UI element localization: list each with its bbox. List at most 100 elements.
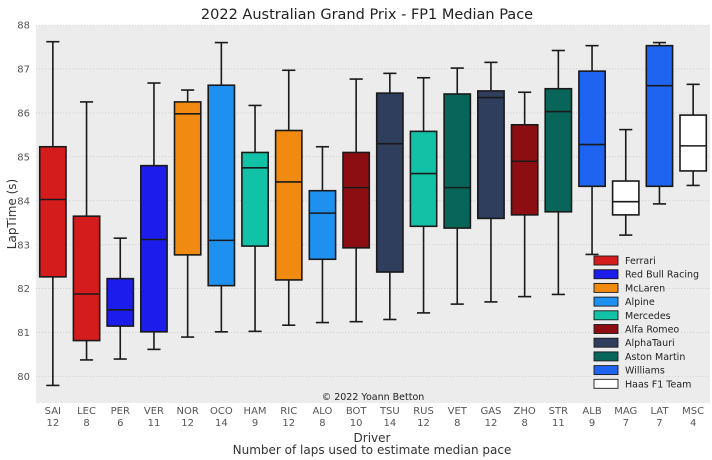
iqr-box [342,151,371,249]
box-oco [207,41,236,333]
x-tick-label-laps: 6 [117,418,123,429]
y-tick-label: 85 [17,152,30,163]
legend-swatch [593,255,619,266]
legend-item: Alfa Romeo [593,324,679,336]
legend-label: Ferrari [625,256,656,267]
x-tick-label-driver: BOT [346,406,368,417]
x-tick-label-driver: STR [549,406,568,417]
legend-item: AlphaTauri [593,337,675,349]
legend-label: Alpine [625,297,655,308]
box-ham [241,104,269,333]
legend-item: Mercedes [593,310,671,322]
x-tick-label-laps: 7 [623,418,629,429]
legend-label: Red Bull Racing [625,270,699,281]
x-tick-label-driver: HAM [244,406,267,417]
x-tick-label-driver: NOR [176,406,198,417]
y-axis-label: LapTime (s) [5,179,19,249]
iqr-box [140,164,168,333]
box-bot [342,78,371,323]
x-tick-label-laps: 11 [552,418,565,429]
box-str [544,49,573,296]
iqr-box [477,90,505,220]
legend-item: Williams [593,365,665,377]
x-tick-label-laps: 8 [521,418,527,429]
x-axis-label: Driver [354,431,391,445]
legend-label: Aston Martin [625,352,685,363]
box-msc [679,83,708,187]
legend-swatch [593,269,619,280]
iqr-box [443,93,472,229]
x-tick-label-driver: ALB [582,406,601,417]
x-tick-label-driver: LEC [77,406,96,417]
legend-item: Alpine [593,296,655,308]
iqr-box [375,92,404,273]
x-tick-label-driver: MAG [614,406,637,417]
legend-item: Haas F1 Team [593,378,691,390]
legend-label: McLaren [625,283,665,294]
box-series [38,40,708,387]
y-tick-label: 80 [17,372,30,383]
x-tick-label-driver: GAS [480,406,501,417]
box-alb [578,44,606,256]
x-tick-label-driver: LAT [650,406,669,417]
legend-label: Williams [625,366,665,377]
x-tick-label-laps: 11 [148,418,161,429]
box-sai [38,40,67,387]
legend-item: Aston Martin [593,351,685,363]
iqr-box [38,145,67,278]
iqr-box [645,44,674,188]
legend-label: Mercedes [625,311,671,322]
x-tick-label-laps: 12 [485,418,498,429]
x-tick-label-driver: RIC [280,406,297,417]
y-tick-label: 87 [17,64,30,75]
x-tick-label-driver: VET [448,406,468,417]
legend-swatch [593,310,619,321]
x-tick-label-laps: 12 [282,418,295,429]
x-tick-label-laps: 10 [350,418,363,429]
y-tick-label: 81 [17,328,30,339]
box-vet [443,67,472,305]
box-ric [274,69,303,327]
iqr-box [679,114,708,172]
iqr-box [611,180,640,216]
x-tick-label-driver: OCO [210,406,233,417]
box-zho [510,91,539,298]
legend-swatch [593,365,619,376]
legend: Ferrari Red Bull Racing McLaren Alpine Merce… [593,255,699,390]
x-tick-label-laps: 8 [454,418,460,429]
x-tick-label-driver: VER [144,406,164,417]
x-tick-label-laps: 9 [252,418,258,429]
x-tick-label-laps: 8 [319,418,325,429]
legend-label: Haas F1 Team [625,379,691,390]
box-mag [611,128,640,236]
legend-swatch [593,324,619,334]
x-tick-label-laps: 14 [215,418,228,429]
box-ver [140,82,168,351]
legend-item: Red Bull Racing [593,269,699,281]
y-tick-labels: 80 81 82 83 84 85 86 87 88 [17,21,30,384]
x-tick-label-driver: RUS [413,406,434,417]
iqr-box [173,101,202,256]
box-alo [308,145,337,324]
chart-title: 2022 Australian Grand Prix - FP1 Median … [201,7,533,23]
iqr-box [72,215,101,342]
legend-label: AlphaTauri [625,338,675,349]
iqr-box [544,87,573,213]
iqr-box [274,129,303,281]
legend-swatch [593,351,619,362]
iqr-box [207,84,236,287]
x-tick-label-laps: 12 [181,418,194,429]
x-tick-label-driver: ALO [312,406,332,417]
legend-swatch [593,337,619,348]
iqr-box [578,70,606,188]
iqr-box [106,277,135,327]
x-tick-labels: SAI12LEC8PER6VER11NOR12OCO14HAM9RIC12ALO… [45,406,704,429]
iqr-box [510,123,539,216]
x-tick-label-driver: MSC [682,406,704,417]
iqr-box [241,151,269,247]
x-tick-label-laps: 14 [383,418,396,429]
legend-item: McLaren [593,282,665,294]
box-gas [477,61,505,303]
legend-label: Alfa Romeo [625,325,679,336]
